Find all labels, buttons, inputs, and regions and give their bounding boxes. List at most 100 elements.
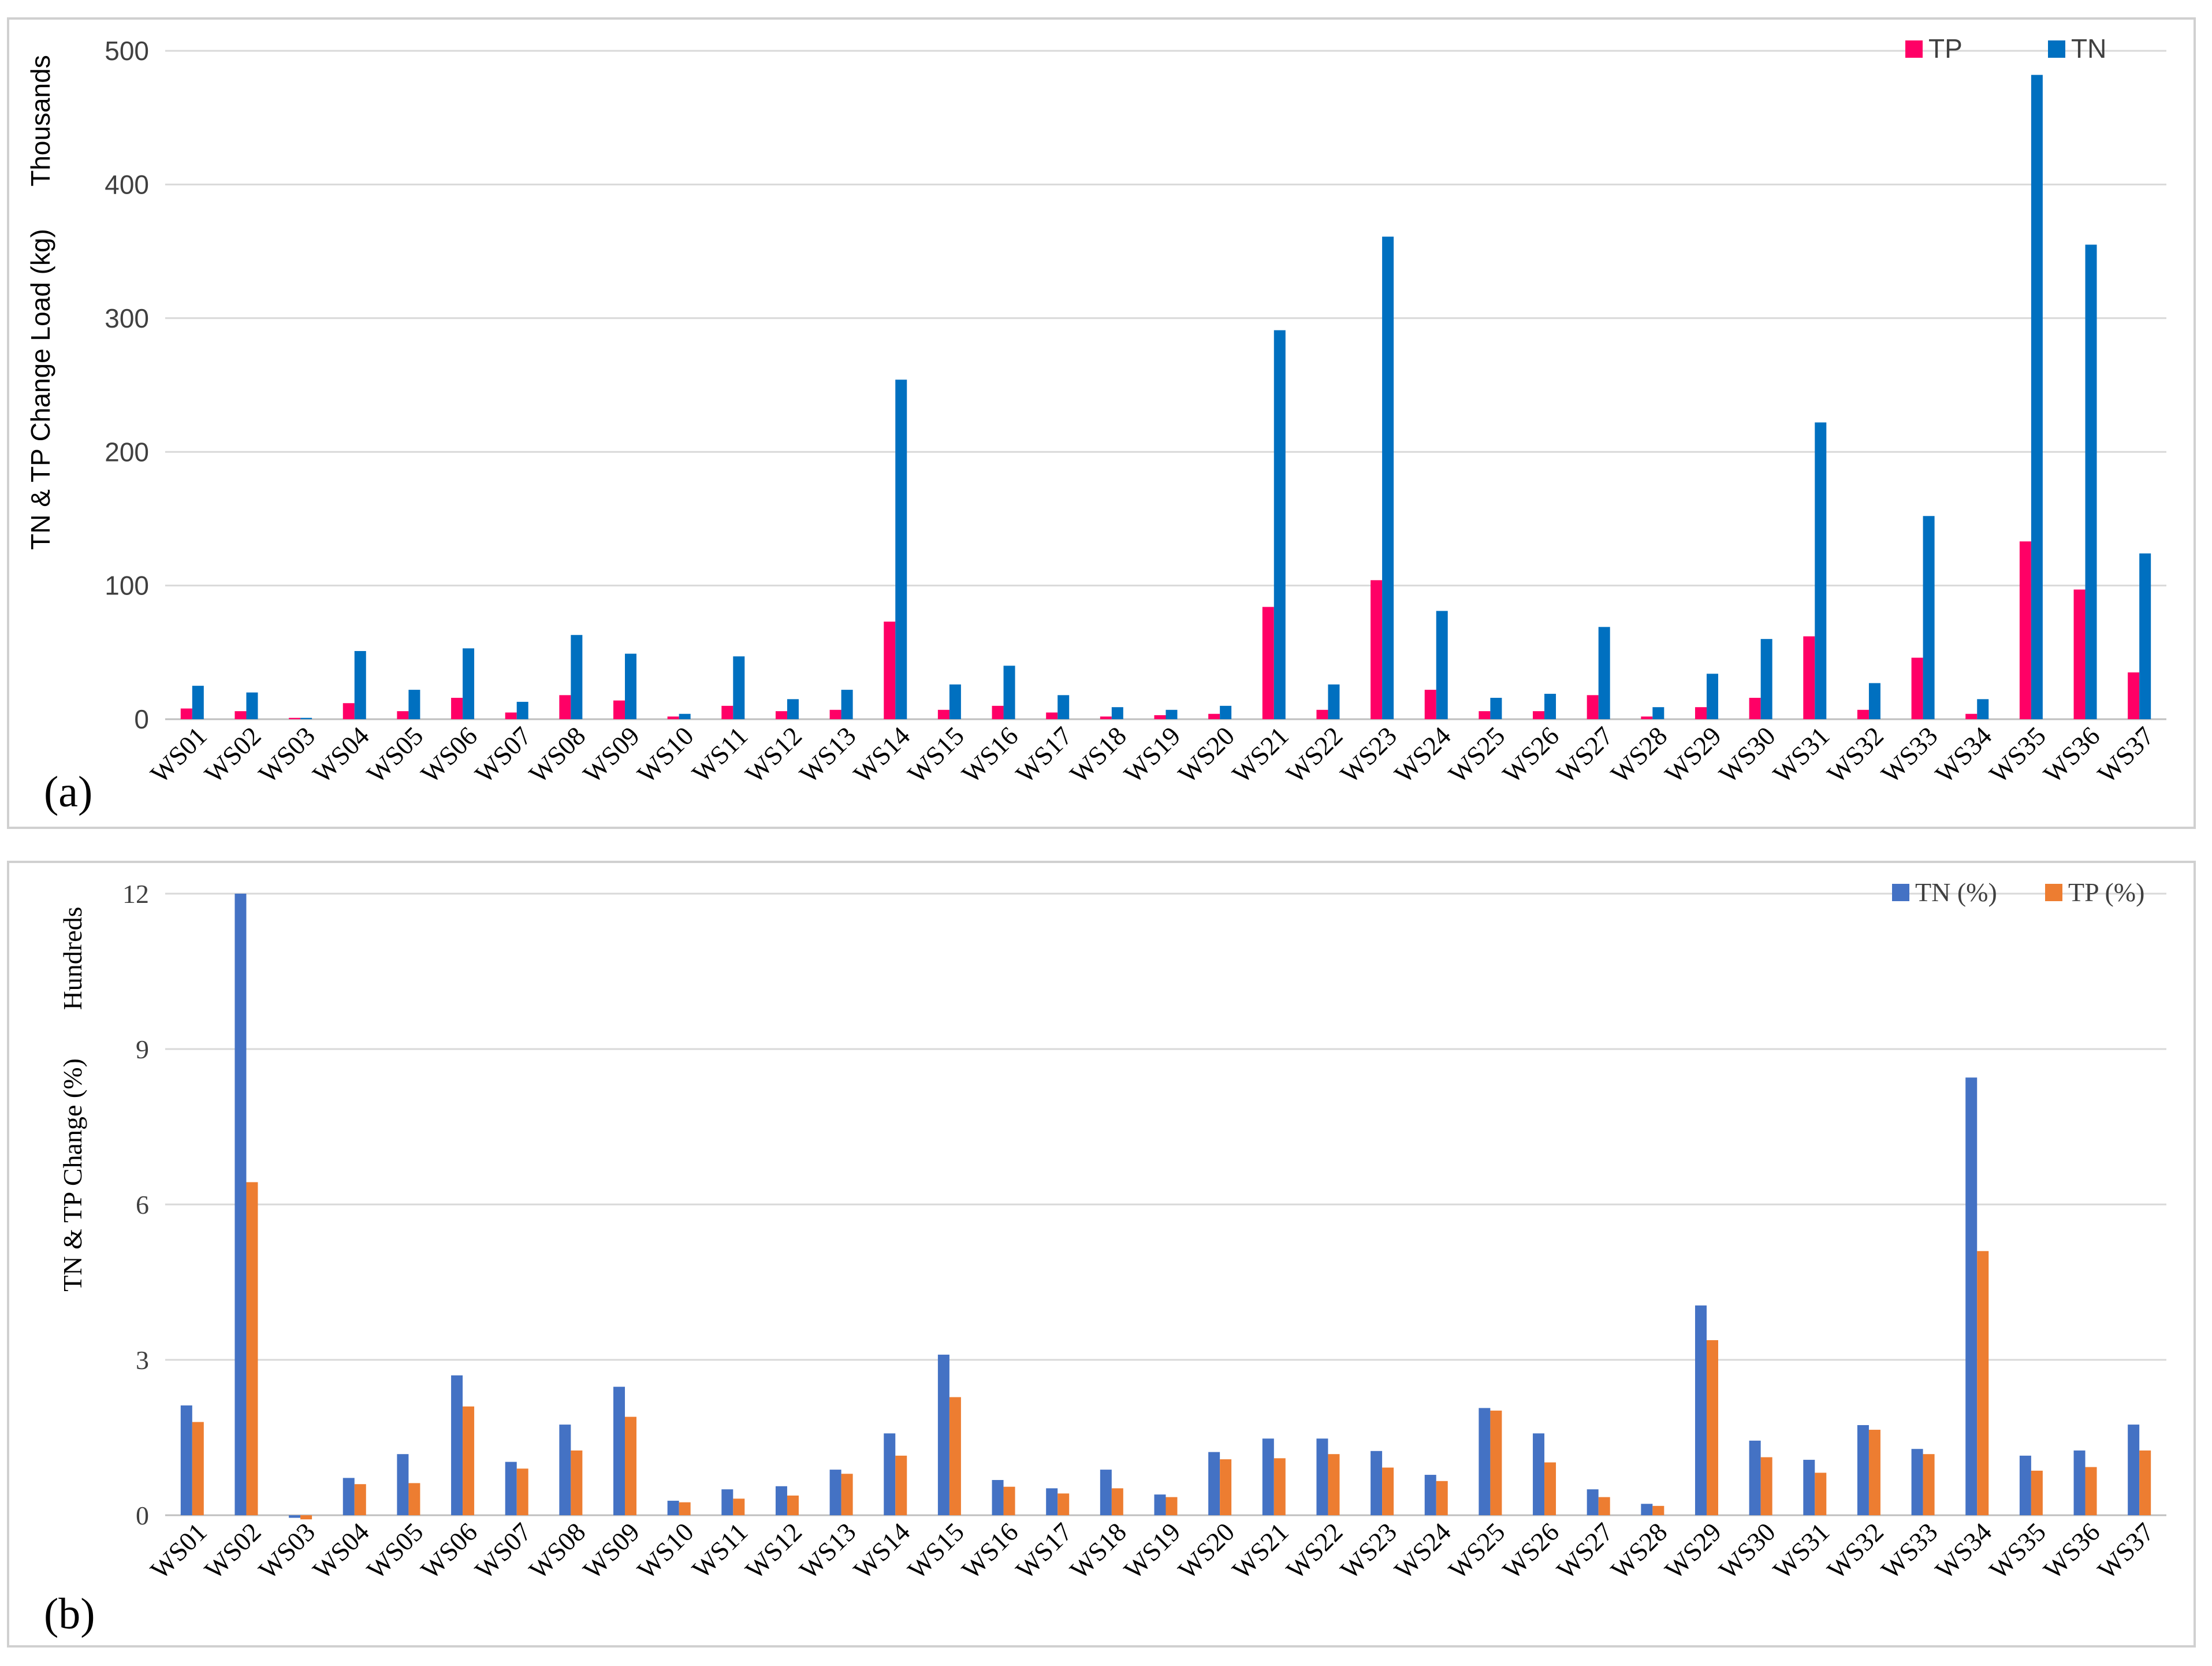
bar-tn-ws09 — [613, 1386, 625, 1515]
bar-tp-ws30 — [1749, 697, 1761, 719]
x-category-label: WS08 — [523, 1517, 591, 1585]
bar-tp-ws06 — [463, 1406, 475, 1515]
y-tick-label: 0 — [136, 1501, 149, 1530]
bar-tp-ws37 — [2128, 672, 2140, 719]
bar-tp-ws01 — [180, 708, 192, 719]
bar-tn-ws37 — [2128, 1425, 2140, 1515]
x-category-label: WS34 — [1930, 1517, 1997, 1585]
bar-tp-ws25 — [1479, 711, 1491, 719]
bar-tn-ws02 — [246, 692, 258, 719]
bar-tp-ws17 — [1057, 1493, 1070, 1515]
x-category-label: WS37 — [2092, 721, 2159, 789]
x-category-label: WS02 — [199, 1517, 266, 1585]
bar-tp-ws13 — [829, 709, 841, 719]
bar-tn-ws15 — [949, 684, 961, 719]
y-tick-label: 300 — [105, 303, 149, 333]
x-category-label: WS04 — [307, 721, 374, 789]
bar-tp-ws34 — [1965, 713, 1978, 719]
bar-tp-ws21 — [1273, 1458, 1286, 1515]
legend-label: TN (%) — [1915, 877, 1997, 907]
bar-tp-ws12 — [787, 1495, 799, 1515]
x-category-label: WS28 — [1605, 721, 1673, 789]
bar-tp-ws36 — [2073, 589, 2086, 719]
bar-tn-ws23 — [1371, 1451, 1383, 1515]
bar-tp-ws19 — [1154, 715, 1166, 719]
bar-tn-ws37 — [2139, 553, 2151, 719]
bar-tp-ws26 — [1533, 711, 1545, 719]
bar-tp-ws03 — [300, 1515, 312, 1520]
bar-tp-ws09 — [613, 700, 625, 719]
bar-tp-ws02 — [234, 711, 247, 719]
y-axis-title: TN & TP Change (%) — [58, 1058, 87, 1292]
bar-tn-ws04 — [354, 650, 366, 719]
bar-tn-ws26 — [1544, 694, 1556, 719]
x-category-label: WS15 — [902, 721, 970, 789]
legend-label: TP — [1928, 34, 1963, 64]
bar-tp-ws22 — [1316, 709, 1328, 719]
bar-tp-ws19 — [1165, 1497, 1178, 1515]
bar-tn-ws04 — [342, 1478, 355, 1515]
bar-tn-ws08 — [571, 635, 583, 719]
bar-tp-ws12 — [775, 711, 787, 719]
bar-tn-ws10 — [679, 713, 691, 719]
x-category-label: WS23 — [1335, 1517, 1402, 1585]
bar-tp-ws31 — [1803, 636, 1815, 719]
x-category-label: WS13 — [794, 721, 861, 789]
bar-tn-ws33 — [1923, 516, 1935, 719]
x-category-label: WS03 — [253, 721, 321, 789]
bar-tn-ws24 — [1436, 611, 1448, 719]
bar-tp-ws32 — [1857, 709, 1869, 719]
bar-tn-ws19 — [1154, 1494, 1166, 1515]
x-category-label: WS07 — [469, 1517, 537, 1585]
y-tick-label: 12 — [122, 879, 149, 909]
x-category-label: WS06 — [415, 721, 483, 789]
x-category-label: WS35 — [1984, 721, 2051, 789]
x-category-label: WS32 — [1822, 1517, 1889, 1585]
bar-tp-ws10 — [679, 1502, 691, 1515]
bar-tn-ws24 — [1424, 1475, 1436, 1515]
bar-tn-ws05 — [397, 1454, 409, 1515]
bar-tp-ws05 — [408, 1483, 420, 1515]
x-category-label: WS10 — [631, 721, 699, 789]
x-category-label: WS37 — [2092, 1517, 2159, 1585]
bar-tp-ws21 — [1262, 607, 1274, 719]
x-category-label: WS27 — [1551, 1517, 1618, 1585]
bar-tn-ws31 — [1803, 1460, 1815, 1515]
x-category-label: WS36 — [2038, 721, 2105, 789]
bar-tn-ws13 — [841, 690, 853, 719]
x-category-label: WS20 — [1172, 1517, 1240, 1585]
bar-tn-ws20 — [1220, 705, 1232, 719]
y-tick-label: 500 — [105, 36, 149, 66]
bar-tp-ws33 — [1911, 657, 1923, 719]
bar-tn-ws22 — [1316, 1438, 1328, 1515]
x-category-label: WS01 — [145, 1517, 213, 1585]
bar-tp-ws23 — [1382, 1467, 1394, 1515]
x-category-label: WS22 — [1280, 1517, 1348, 1585]
bar-tn-ws28 — [1652, 707, 1664, 719]
x-category-label: WS19 — [1118, 721, 1186, 789]
bar-tn-ws17 — [1057, 695, 1070, 719]
bar-tn-ws35 — [2031, 75, 2043, 720]
x-category-label: WS07 — [469, 721, 537, 789]
bar-tn-ws06 — [451, 1375, 463, 1515]
x-category-label: WS09 — [578, 721, 645, 789]
x-category-label: WS21 — [1226, 721, 1294, 789]
bar-tn-ws06 — [463, 648, 475, 719]
bar-tp-ws24 — [1424, 690, 1436, 719]
bar-tp-ws10 — [667, 716, 679, 719]
chart-panel-b: 0 3 6 9 12 WS01 WS02 WS03 WS04 WS05 WS06 WS07 WS08 WS… — [7, 861, 2196, 1648]
bar-tn-ws27 — [1587, 1489, 1599, 1515]
bar-tn-ws31 — [1815, 422, 1827, 719]
x-category-label: WS22 — [1280, 721, 1348, 789]
bar-tn-ws01 — [192, 686, 204, 719]
x-category-label: WS30 — [1713, 721, 1781, 789]
legend-swatch-tn — [2048, 40, 2065, 58]
x-category-label: WS17 — [1010, 721, 1078, 789]
x-category-label: WS18 — [1064, 1517, 1132, 1585]
bar-tp-ws29 — [1706, 1340, 1718, 1515]
bar-tn-ws27 — [1598, 627, 1610, 719]
bar-tn-ws09 — [625, 653, 637, 719]
bar-tn-ws15 — [937, 1355, 949, 1515]
chart-b-svg: 036912WS01WS02WS03WS04WS05WS06WS07WS08WS… — [44, 877, 2166, 1638]
bar-tp-ws09 — [625, 1416, 637, 1515]
